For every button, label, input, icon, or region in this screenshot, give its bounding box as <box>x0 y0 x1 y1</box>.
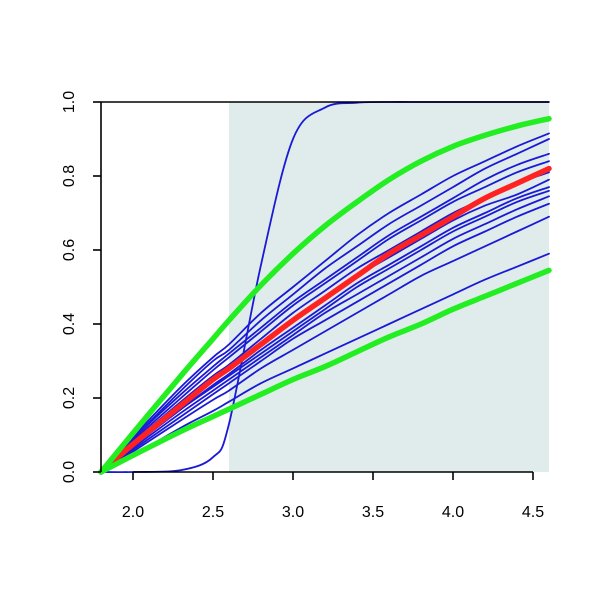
series-line-green-16 <box>98 267 552 475</box>
y-tick-label: 0.8 <box>61 165 78 187</box>
x-tick-label: 3.5 <box>362 504 384 521</box>
y-tick-label: 0.4 <box>61 313 78 335</box>
x-axis-ticks: 2.0 2.5 3.0 3.5 4.0 4.5 <box>122 471 544 521</box>
curves-layer <box>98 101 552 475</box>
series-line-red-14 <box>98 165 552 475</box>
series-line-blue-9 <box>100 195 550 473</box>
series-line-blue-3 <box>100 138 550 473</box>
x-tick-label: 3.0 <box>282 504 304 521</box>
y-axis-ticks: 0.0 0.2 0.4 0.6 0.8 1.0 <box>61 91 101 483</box>
x-tick-label: 4.0 <box>442 504 464 521</box>
x-tick-label: 2.5 <box>202 504 224 521</box>
series-line-blue-2 <box>100 160 550 473</box>
series-line-green-15 <box>98 115 552 475</box>
series-line-blue-4 <box>100 132 550 473</box>
series-line-blue-12 <box>100 252 550 473</box>
x-tick-label: 2.0 <box>122 504 144 521</box>
axes-layer <box>100 101 549 472</box>
y-tick-label: 0.2 <box>61 387 78 409</box>
y-tick-label: 0.6 <box>61 239 78 261</box>
x-tick-label: 4.5 <box>522 504 544 521</box>
series-line-blue-11 <box>100 215 550 473</box>
series-line-blue-1 <box>100 152 550 473</box>
y-tick-label: 0.0 <box>61 461 78 483</box>
y-tick-label: 1.0 <box>61 91 78 113</box>
series-line-blue-10 <box>100 202 550 473</box>
series-line-blue-8 <box>100 189 550 473</box>
